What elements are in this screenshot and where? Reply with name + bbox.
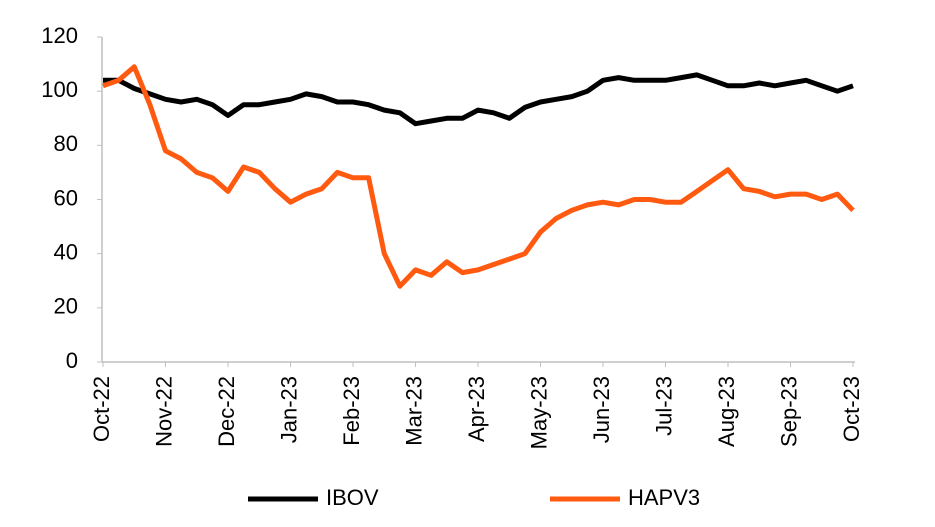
y-tick-label: 20 [54, 294, 78, 319]
x-tick-label: Aug-23 [714, 376, 739, 447]
series-line [103, 72, 854, 127]
legend-label: IBOV [326, 485, 379, 510]
y-tick-label: 40 [54, 239, 78, 264]
x-tick-label: Jan-23 [276, 376, 301, 443]
x-tick-label: Oct-23 [839, 376, 864, 442]
x-tick-label: May-23 [526, 376, 551, 449]
x-tick-label: Nov-22 [151, 376, 176, 447]
y-tick-label: 80 [54, 131, 78, 156]
x-tick-label: Mar-23 [401, 376, 426, 446]
x-tick-label: Dec-22 [214, 376, 239, 447]
y-tick-label: 0 [66, 348, 78, 373]
x-tick-label: Sep-23 [776, 376, 801, 447]
x-tick-label: Oct-22 [89, 376, 114, 442]
legend-label: HAPV3 [628, 485, 700, 510]
y-tick-label: 60 [54, 185, 78, 210]
y-tick-label: 120 [41, 23, 78, 48]
x-tick-label: Jul-23 [651, 376, 676, 436]
y-tick-label: 100 [41, 77, 78, 102]
x-tick-label: Feb-23 [339, 376, 364, 446]
series-line [102, 64, 855, 289]
x-tick-label: Apr-23 [464, 376, 489, 442]
x-tick-label: Jun-23 [589, 376, 614, 443]
